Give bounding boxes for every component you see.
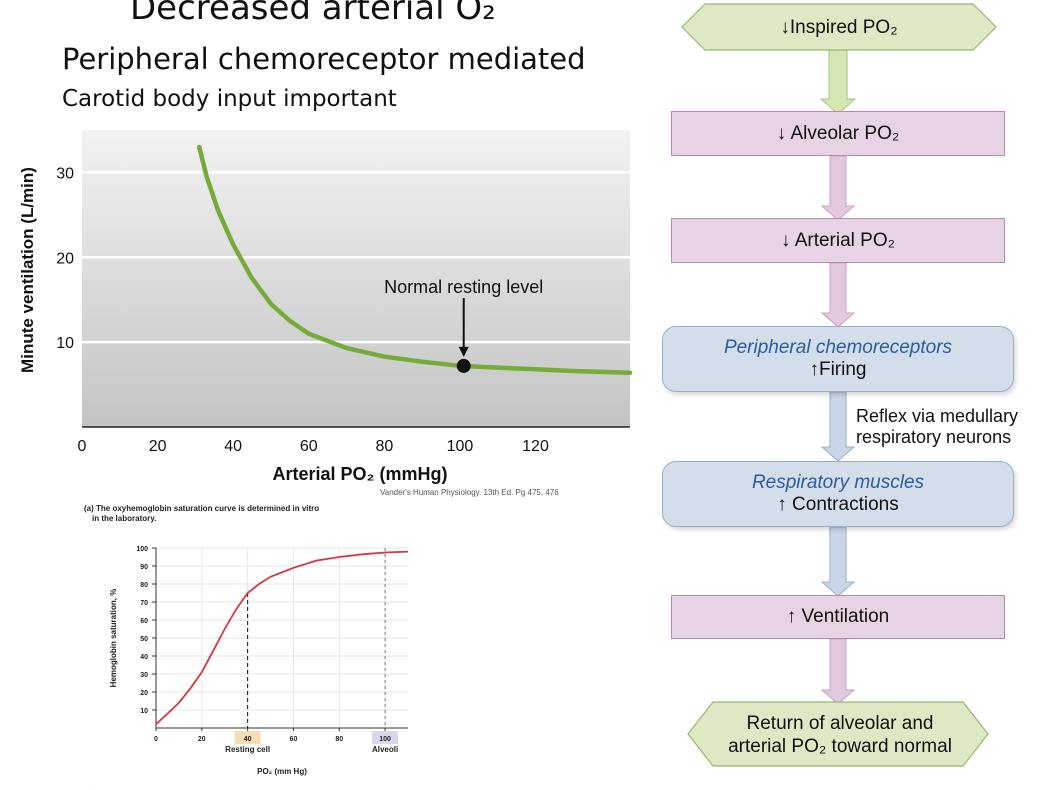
inspired-hex-shape xyxy=(681,3,997,51)
return-to-normal-box: Return of alveolar and arterial PO₂ towa… xyxy=(710,704,970,766)
slide-subtitle: Peripheral chemoreceptor mediated xyxy=(62,42,586,76)
return-line-1: Return of alveolar and xyxy=(746,713,934,734)
figure-credit: · xyxy=(92,782,94,787)
oxy-y-tick-label: 100 xyxy=(136,546,148,553)
reflex-note-line-2: respiratory neurons xyxy=(856,427,1012,447)
ventilation-y-tick-label: 10 xyxy=(56,335,74,352)
oxy-x-tick-label: 0 xyxy=(154,736,158,743)
oxy-y-tick-label: 90 xyxy=(140,564,148,571)
ventilation-x-tick-label: 60 xyxy=(300,438,318,455)
arrow-chemo-to-muscles xyxy=(820,391,856,462)
ventilation-x-axis-label: Arterial PO₂ (mmHg) xyxy=(272,464,447,484)
contractions-label: ↑ Contractions xyxy=(777,494,899,515)
slide-subtitle-2: Carotid body input important xyxy=(62,86,397,112)
oxy-caption-line-1: (a) The oxyhemoglobin saturation curve i… xyxy=(84,504,320,513)
oxy-y-tick-label: 10 xyxy=(140,708,148,715)
arterial-po2-box: ↓ Arterial PO₂ xyxy=(671,218,1005,263)
peripheral-chemoreceptors-box: Peripheral chemoreceptors ↑Firing xyxy=(662,326,1014,392)
ventilation-curve xyxy=(196,144,633,375)
slide-title: Decreased arterial O₂ xyxy=(130,0,496,28)
oxy-y-tick-label: 40 xyxy=(140,654,148,661)
arrow-alveolar-to-arterial xyxy=(820,155,856,221)
oxy-y-tick-label: 80 xyxy=(140,582,148,589)
highlight-40 xyxy=(234,731,261,744)
oxy-y-tick-label: 20 xyxy=(140,690,148,697)
oxy-caption-line-2: in the laboratory. xyxy=(92,514,157,523)
oxy-x-tick-label: 40 xyxy=(244,736,252,743)
highlight-100 xyxy=(372,731,399,744)
alveoli-label: Alveoli xyxy=(372,745,398,754)
arrow-muscles-to-ventilation xyxy=(820,526,856,597)
ventilation-y-tick-label: 30 xyxy=(56,165,74,182)
inspired-po2-label: ↓Inspired PO₂ xyxy=(780,17,898,38)
ventilation-x-tick-label: 80 xyxy=(375,438,393,455)
oxy-x-tick-label: 20 xyxy=(198,736,206,743)
arrow-inspired-to-alveolar xyxy=(819,47,857,115)
reflex-note-line-1: Reflex via medullary xyxy=(856,406,1019,426)
oxy-y-axis-label: Hemoglobin saturation, % xyxy=(109,589,118,688)
chemoreceptor-firing-label: ↑Firing xyxy=(809,359,867,380)
respiratory-muscles-box: Respiratory muscles ↑ Contractions xyxy=(662,461,1014,527)
oxy-saturation-curve xyxy=(155,550,409,726)
ventilation-plot-area xyxy=(82,130,630,427)
oxyhemoglobin-chart: 10 20 30 40 50 60 70 80 90 100 0 20 40 60 80 100 Hemogl… xyxy=(109,546,409,776)
return-line-2: arterial PO₂ toward normal xyxy=(728,736,952,757)
oxy-x-tick-label: 80 xyxy=(335,736,343,743)
oxy-y-tick-label: 30 xyxy=(140,672,148,679)
arrow-ventilation-to-return xyxy=(820,638,856,705)
respiratory-muscles-title: Respiratory muscles xyxy=(751,472,925,493)
ventilation-x-tick-label: 0 xyxy=(78,438,87,455)
ventilation-x-tick-label: 40 xyxy=(224,438,242,455)
ventilation-y-axis-label: Minute ventilation (L/min) xyxy=(18,167,37,373)
oxy-y-tick-label: 50 xyxy=(140,636,148,643)
arterial-po2-label: ↓ Arterial PO₂ xyxy=(780,229,896,251)
oxy-x-tick-label: 60 xyxy=(290,736,298,743)
flowchart-arrows xyxy=(681,3,997,767)
oxy-caption: (a) The oxyhemoglobin saturation curve i… xyxy=(84,504,319,524)
ventilation-x-tick-label: 120 xyxy=(522,438,549,455)
oxy-y-tick-label: 60 xyxy=(140,618,148,625)
resting-cell-label: Resting cell xyxy=(225,745,270,754)
ventilation-chart: 10 20 30 0 20 40 60 80 100 120 Normal resting lev… xyxy=(18,130,633,484)
inspired-po2-box: ↓Inspired PO₂ xyxy=(705,6,973,50)
citation: Vander's Human Physiology. 13th Ed. Pg 4… xyxy=(380,488,559,497)
ventilation-y-tick-label: 20 xyxy=(56,250,74,267)
normal-level-arrowhead xyxy=(458,346,469,357)
alveolar-po2-label: ↓ Alveolar PO₂ xyxy=(776,122,900,144)
peripheral-chemoreceptors-title: Peripheral chemoreceptors xyxy=(723,337,953,358)
oxy-x-tick-label: 100 xyxy=(379,736,391,743)
arrow-arterial-to-chemo xyxy=(820,262,856,328)
ventilation-x-tick-label: 20 xyxy=(149,438,167,455)
reflex-note: Reflex via medullary respiratory neurons xyxy=(856,406,1018,448)
normal-resting-label: Normal resting level xyxy=(384,277,543,297)
ventilation-box: ↑ Ventilation xyxy=(671,595,1005,639)
ventilation-label: ↑ Ventilation xyxy=(786,606,890,627)
oxy-x-axis-label: PO₂ (mm Hg) xyxy=(257,767,307,776)
normal-resting-point xyxy=(456,358,471,373)
return-hex-shape xyxy=(687,701,989,767)
alveolar-po2-box: ↓ Alveolar PO₂ xyxy=(671,111,1005,156)
oxy-y-tick-label: 70 xyxy=(140,600,148,607)
ventilation-x-tick-label: 100 xyxy=(447,438,474,455)
